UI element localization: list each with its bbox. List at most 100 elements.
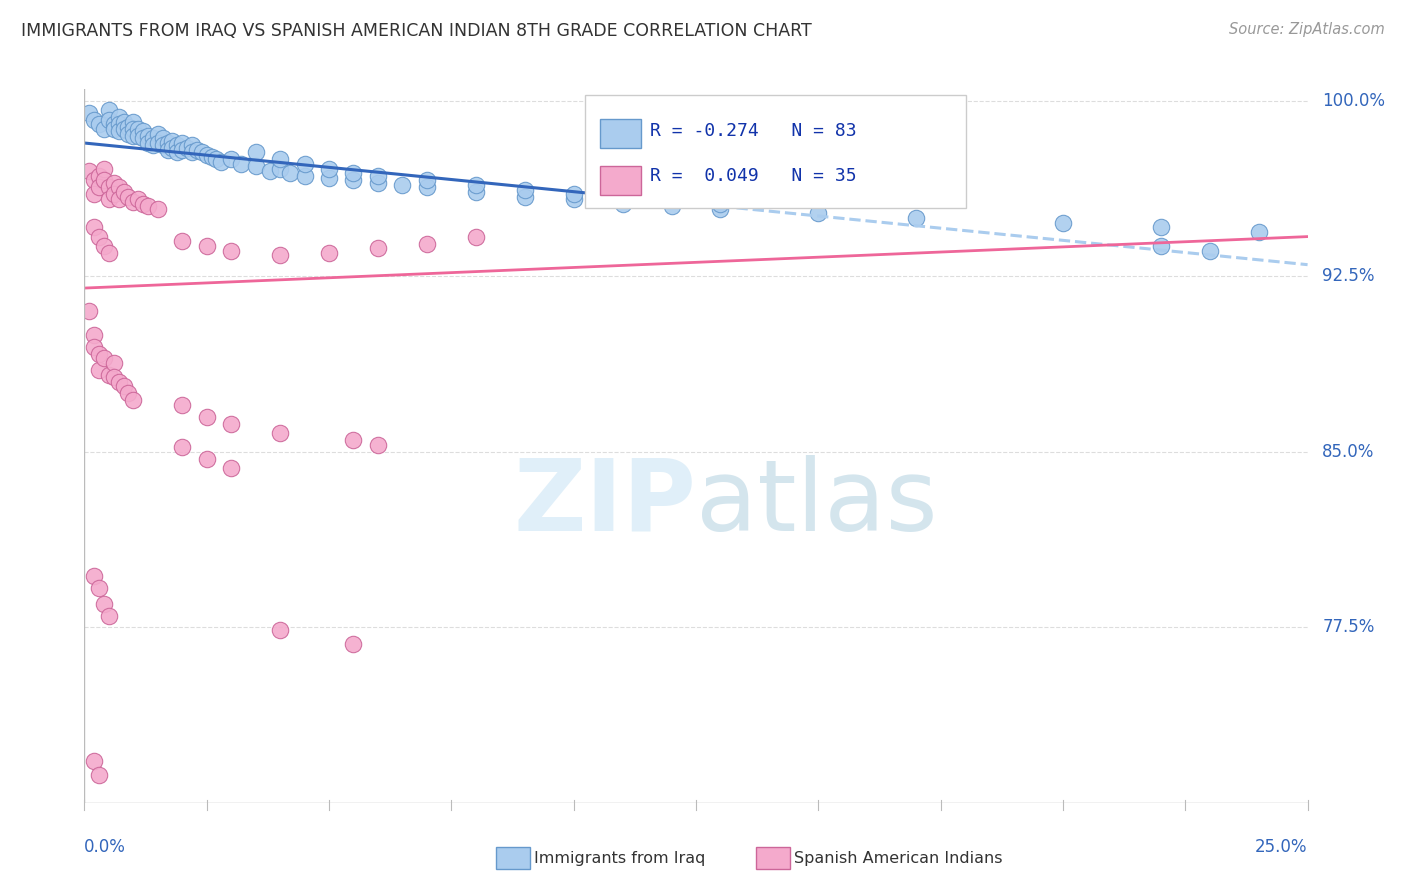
Point (661, 199, 683, 213)
Text: Spanish American Indians: Spanish American Indians (794, 851, 1002, 865)
Point (87, 180, 110, 194)
Text: 92.5%: 92.5% (1322, 268, 1375, 285)
Point (93, 597, 115, 611)
Point (97, 246, 120, 260)
Point (342, 173, 364, 187)
Point (132, 197, 155, 211)
Point (172, 440, 194, 454)
Point (97, 180, 120, 194)
Point (122, 194, 145, 209)
Point (195, 147, 218, 161)
Point (562, 192, 585, 206)
Point (191, 145, 214, 160)
Point (127, 128, 149, 143)
Point (97, 112, 120, 127)
Point (186, 143, 208, 157)
Point (200, 150, 222, 164)
Point (166, 138, 188, 153)
Point (107, 117, 129, 131)
Point (136, 136, 159, 150)
Point (1247, 225, 1270, 239)
Point (132, 124, 155, 138)
Point (464, 185, 486, 199)
Point (87, 346, 110, 360)
Point (1052, 216, 1074, 230)
Point (513, 183, 536, 197)
Point (87, 229, 110, 244)
Text: 8th Grade: 8th Grade (0, 408, 4, 484)
Point (142, 138, 165, 153)
Point (83, 220, 105, 235)
Point (146, 136, 169, 150)
Point (269, 161, 291, 176)
Point (132, 131, 155, 145)
Text: 77.5%: 77.5% (1322, 618, 1375, 636)
Point (97, 368, 120, 382)
Point (269, 623, 291, 637)
Point (245, 145, 267, 160)
Point (103, 370, 125, 384)
Point (107, 180, 129, 194)
Point (342, 166, 364, 180)
Point (93, 161, 115, 176)
Point (195, 239, 218, 253)
Point (136, 199, 159, 213)
Point (152, 138, 174, 153)
Point (294, 157, 316, 171)
Point (318, 171, 340, 186)
Point (112, 185, 135, 199)
Point (77, 164, 100, 178)
Point (93, 239, 115, 253)
Text: ZIP: ZIP (513, 455, 696, 551)
Point (156, 143, 179, 157)
Point (87, 768, 110, 782)
Text: 25.0%: 25.0% (1256, 838, 1308, 856)
Point (136, 128, 159, 143)
Point (1150, 239, 1173, 253)
Point (156, 136, 179, 150)
Text: IMMIGRANTS FROM IRAQ VS SPANISH AMERICAN INDIAN 8TH GRADE CORRELATION CHART: IMMIGRANTS FROM IRAQ VS SPANISH AMERICAN… (21, 22, 811, 40)
Point (117, 190, 139, 204)
Point (269, 248, 291, 262)
Point (259, 164, 281, 178)
Point (87, 581, 110, 595)
Point (172, 143, 194, 157)
Point (103, 187, 125, 202)
Point (318, 161, 340, 176)
Point (93, 351, 115, 366)
Point (294, 169, 316, 183)
Point (127, 122, 149, 136)
Point (107, 124, 129, 138)
Point (87, 363, 110, 377)
Point (195, 451, 218, 466)
Point (122, 393, 145, 408)
Point (107, 110, 129, 124)
Point (172, 398, 194, 412)
Point (367, 169, 389, 183)
Point (77, 105, 100, 120)
Point (367, 241, 389, 255)
Point (562, 187, 585, 202)
Point (1150, 220, 1173, 235)
Point (219, 244, 242, 258)
Point (112, 115, 135, 129)
Point (146, 202, 169, 216)
Point (83, 187, 105, 202)
Point (181, 138, 204, 153)
Point (112, 379, 135, 393)
Point (127, 192, 149, 206)
Point (195, 409, 218, 424)
Point (152, 131, 174, 145)
Point (342, 637, 364, 651)
Point (146, 127, 169, 141)
Point (93, 173, 115, 187)
Point (117, 386, 139, 401)
Point (172, 136, 194, 150)
Point (83, 754, 105, 768)
Point (219, 417, 242, 431)
Point (122, 115, 145, 129)
Point (107, 375, 129, 389)
Point (464, 229, 486, 244)
Point (807, 206, 830, 220)
Point (342, 433, 364, 447)
